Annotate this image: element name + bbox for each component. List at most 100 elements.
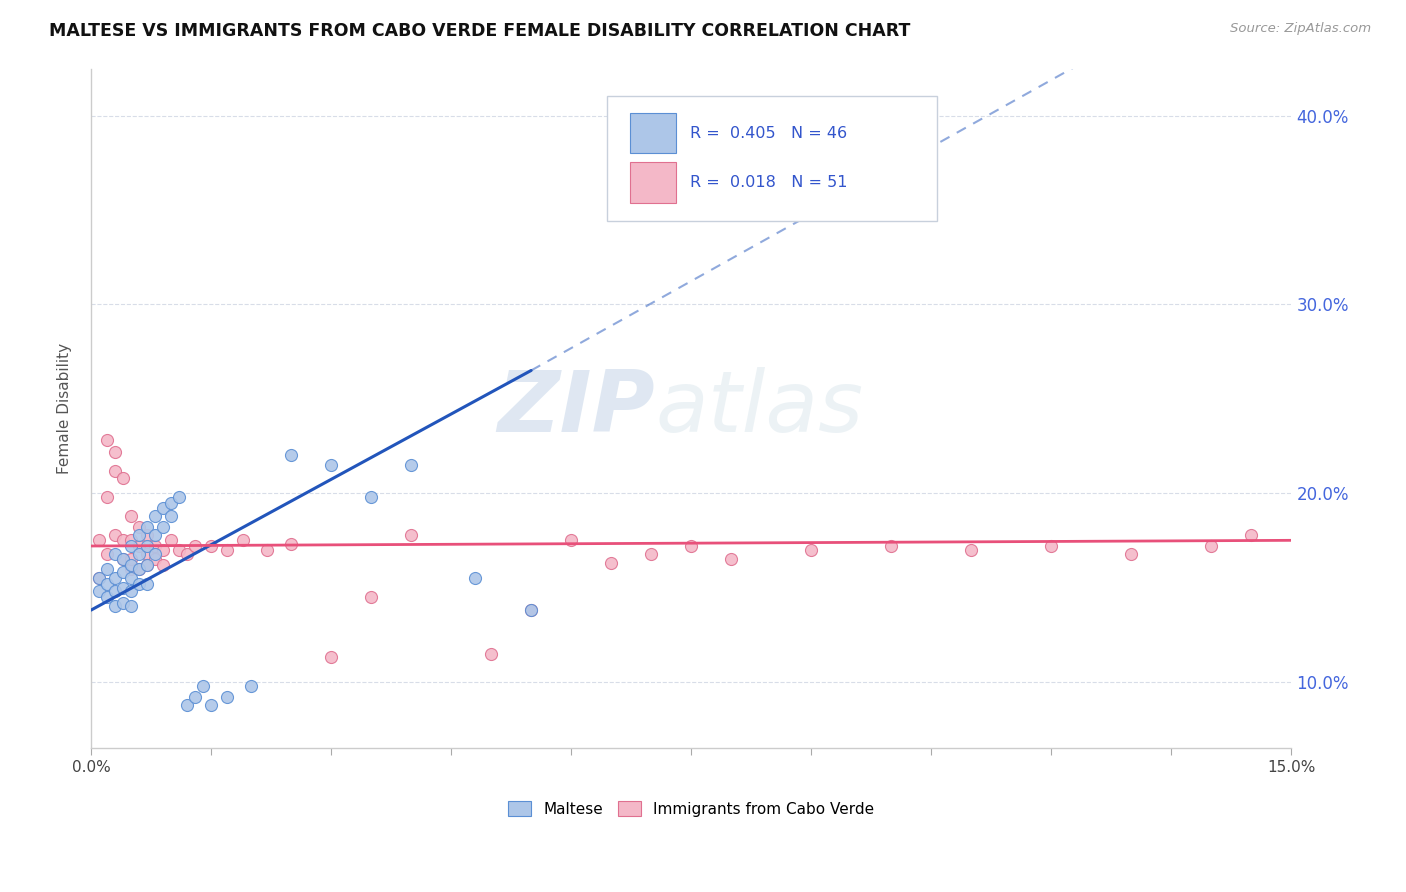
Point <box>104 444 127 458</box>
Point <box>96 590 118 604</box>
Point <box>120 571 142 585</box>
Point <box>104 527 127 541</box>
Point <box>111 471 134 485</box>
Point <box>960 542 983 557</box>
Point <box>111 552 134 566</box>
Point <box>143 552 166 566</box>
Point <box>128 539 150 553</box>
Point <box>160 508 183 523</box>
Point <box>1040 539 1063 553</box>
Point <box>128 561 150 575</box>
Point <box>111 581 134 595</box>
Point <box>1201 539 1223 553</box>
Point <box>399 458 422 472</box>
Point <box>111 596 134 610</box>
Point <box>96 547 118 561</box>
Point <box>128 576 150 591</box>
Point <box>136 558 159 572</box>
Point <box>360 490 382 504</box>
Point <box>120 584 142 599</box>
Point <box>215 542 238 557</box>
Point <box>143 547 166 561</box>
Text: atlas: atlas <box>655 367 863 450</box>
Point <box>319 650 342 665</box>
Point <box>104 571 127 585</box>
Point <box>136 558 159 572</box>
Point <box>111 552 134 566</box>
Point <box>200 698 222 712</box>
Text: MALTESE VS IMMIGRANTS FROM CABO VERDE FEMALE DISABILITY CORRELATION CHART: MALTESE VS IMMIGRANTS FROM CABO VERDE FE… <box>49 22 911 40</box>
Point <box>479 647 502 661</box>
Point <box>399 527 422 541</box>
Point <box>160 495 183 509</box>
Point <box>136 527 159 541</box>
Point <box>120 599 142 614</box>
Point <box>640 547 662 561</box>
Bar <box>630 112 676 153</box>
Point <box>232 533 254 548</box>
Point <box>240 679 263 693</box>
Point <box>280 537 302 551</box>
Point <box>96 490 118 504</box>
Text: Source: ZipAtlas.com: Source: ZipAtlas.com <box>1230 22 1371 36</box>
Point <box>87 571 110 585</box>
Point <box>256 542 278 557</box>
Point <box>120 561 142 575</box>
Point <box>152 542 174 557</box>
Point <box>167 542 190 557</box>
Point <box>600 556 623 570</box>
Text: ZIP: ZIP <box>498 367 655 450</box>
Point <box>104 584 127 599</box>
Point <box>120 533 142 548</box>
Point <box>880 539 903 553</box>
Point <box>184 539 207 553</box>
Point <box>681 539 703 553</box>
Point <box>128 561 150 575</box>
Point <box>96 434 118 448</box>
Point <box>136 520 159 534</box>
Point <box>152 520 174 534</box>
Point <box>720 552 742 566</box>
Y-axis label: Female Disability: Female Disability <box>58 343 72 474</box>
Point <box>319 458 342 472</box>
Point <box>176 698 198 712</box>
Point <box>1121 547 1143 561</box>
Point <box>360 590 382 604</box>
Point <box>136 539 159 553</box>
Point <box>120 552 142 566</box>
Point <box>120 558 142 572</box>
Point <box>176 547 198 561</box>
Point <box>152 501 174 516</box>
Point <box>184 690 207 704</box>
Point <box>120 539 142 553</box>
FancyBboxPatch shape <box>607 95 938 221</box>
Point <box>87 533 110 548</box>
Point <box>560 533 582 548</box>
Point <box>128 520 150 534</box>
Point <box>111 533 134 548</box>
Point <box>143 508 166 523</box>
Text: R =  0.405   N = 46: R = 0.405 N = 46 <box>690 126 848 141</box>
Point <box>120 508 142 523</box>
Point <box>1240 527 1263 541</box>
Point <box>104 599 127 614</box>
Legend: Maltese, Immigrants from Cabo Verde: Maltese, Immigrants from Cabo Verde <box>502 795 880 822</box>
Point <box>104 463 127 477</box>
Point <box>152 558 174 572</box>
Point <box>280 449 302 463</box>
Bar <box>630 162 676 203</box>
Point <box>128 547 150 561</box>
Point <box>464 571 486 585</box>
Point <box>167 490 190 504</box>
Point <box>800 542 823 557</box>
Point <box>191 679 214 693</box>
Point <box>136 547 159 561</box>
Point <box>520 603 543 617</box>
Point <box>87 571 110 585</box>
Point <box>111 566 134 580</box>
Point <box>136 576 159 591</box>
Point <box>104 547 127 561</box>
Point <box>143 539 166 553</box>
Point <box>160 533 183 548</box>
Point <box>200 539 222 553</box>
